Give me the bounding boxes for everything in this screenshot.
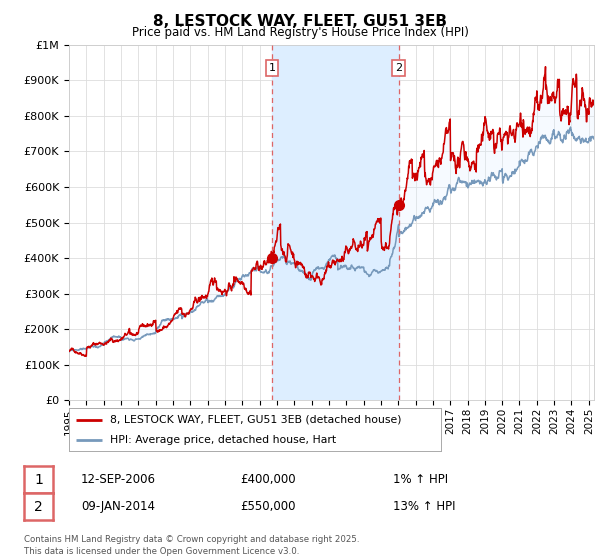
Text: £550,000: £550,000 [240, 500, 296, 514]
Text: £400,000: £400,000 [240, 473, 296, 487]
Text: 12-SEP-2006: 12-SEP-2006 [81, 473, 156, 487]
Bar [272, 45, 399, 400]
Text: 1: 1 [34, 473, 43, 487]
Text: 2: 2 [395, 63, 402, 73]
Text: 1: 1 [269, 63, 275, 73]
Text: Contains HM Land Registry data © Crown copyright and database right 2025.
This d: Contains HM Land Registry data © Crown c… [24, 535, 359, 556]
Text: HPI: Average price, detached house, Hart: HPI: Average price, detached house, Hart [110, 435, 336, 445]
Text: 2: 2 [34, 500, 43, 514]
Text: 8, LESTOCK WAY, FLEET, GU51 3EB: 8, LESTOCK WAY, FLEET, GU51 3EB [153, 14, 447, 29]
Text: 1% ↑ HPI: 1% ↑ HPI [393, 473, 448, 487]
Text: 09-JAN-2014: 09-JAN-2014 [81, 500, 155, 514]
Text: 8, LESTOCK WAY, FLEET, GU51 3EB (detached house): 8, LESTOCK WAY, FLEET, GU51 3EB (detache… [110, 415, 401, 424]
Text: 13% ↑ HPI: 13% ↑ HPI [393, 500, 455, 514]
Text: Price paid vs. HM Land Registry's House Price Index (HPI): Price paid vs. HM Land Registry's House … [131, 26, 469, 39]
